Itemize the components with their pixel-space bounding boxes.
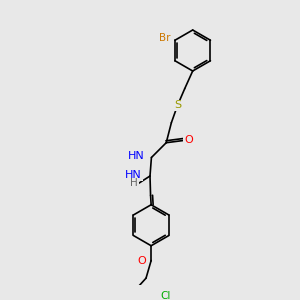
Text: Cl: Cl: [160, 291, 171, 300]
Text: Br: Br: [159, 33, 171, 43]
Text: S: S: [174, 100, 181, 110]
Text: HN: HN: [128, 151, 144, 161]
Text: H: H: [130, 178, 138, 188]
Text: O: O: [184, 135, 193, 146]
Text: HN: HN: [125, 170, 142, 180]
Text: O: O: [137, 256, 146, 266]
